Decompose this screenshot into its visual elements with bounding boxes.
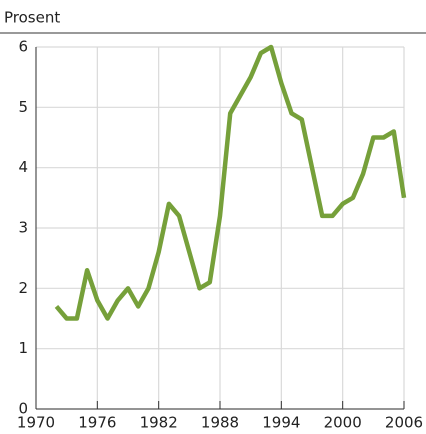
y-tick-label: 3 [18, 219, 28, 237]
y-tick-label: 6 [18, 38, 28, 56]
x-tick-label: 1976 [78, 414, 116, 432]
x-tick-label: 1994 [262, 414, 300, 432]
x-tick-label: 1982 [140, 414, 178, 432]
y-tick-label: 4 [18, 158, 28, 176]
y-tick-label: 0 [18, 400, 28, 418]
y-axis-label: Prosent [4, 9, 60, 27]
x-tick-label: 1970 [17, 414, 55, 432]
x-tick-label: 2000 [324, 414, 362, 432]
y-tick-label: 2 [18, 279, 28, 297]
x-tick-label: 1988 [201, 414, 239, 432]
y-tick-label: 1 [18, 339, 28, 357]
x-tick-label: 2006 [385, 414, 423, 432]
data-line [54, 44, 407, 321]
y-tick-label: 5 [18, 98, 28, 116]
